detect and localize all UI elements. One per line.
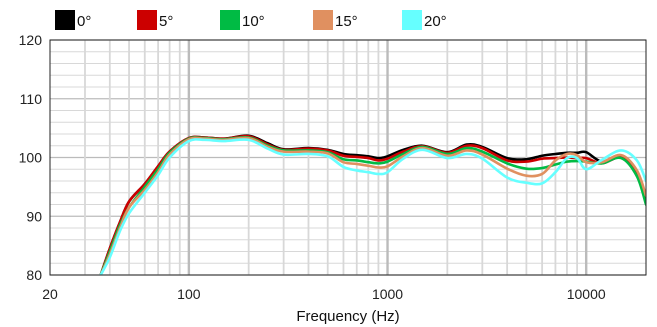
y-tick-label: 100 bbox=[19, 150, 43, 166]
legend-swatch-0 bbox=[55, 10, 75, 30]
y-tick-label: 110 bbox=[20, 91, 43, 107]
legend-label-2: 10° bbox=[242, 13, 265, 30]
legend-label-0: 0° bbox=[77, 13, 91, 30]
legend: 0° 5° 10° 15° 20° bbox=[55, 10, 447, 30]
x-tick-label: 100 bbox=[177, 286, 201, 302]
x-tick-label: 10000 bbox=[567, 286, 606, 302]
x-tick-label: 1000 bbox=[372, 286, 403, 302]
legend-label-4: 20° bbox=[424, 13, 447, 30]
series-line-3 bbox=[99, 136, 646, 275]
series-layer bbox=[99, 134, 646, 275]
legend-label-3: 15° bbox=[335, 13, 358, 30]
x-tick-label: 20 bbox=[42, 286, 58, 302]
y-tick-label: 90 bbox=[26, 208, 42, 224]
legend-swatch-1 bbox=[137, 10, 157, 30]
x-axis-title: Frequency (Hz) bbox=[296, 308, 399, 325]
legend-swatch-4 bbox=[402, 10, 422, 30]
series-line-4 bbox=[99, 138, 646, 275]
legend-label-1: 5° bbox=[159, 13, 173, 30]
y-axis-ticks: 80 90 100 110 120 bbox=[19, 32, 43, 283]
legend-swatch-2 bbox=[220, 10, 240, 30]
legend-swatch-3 bbox=[313, 10, 333, 30]
y-tick-label: 80 bbox=[26, 267, 42, 283]
plot-frame bbox=[49, 39, 647, 276]
x-axis-ticks: 20 100 1000 10000 bbox=[42, 286, 606, 302]
y-tick-label: 120 bbox=[19, 32, 43, 48]
